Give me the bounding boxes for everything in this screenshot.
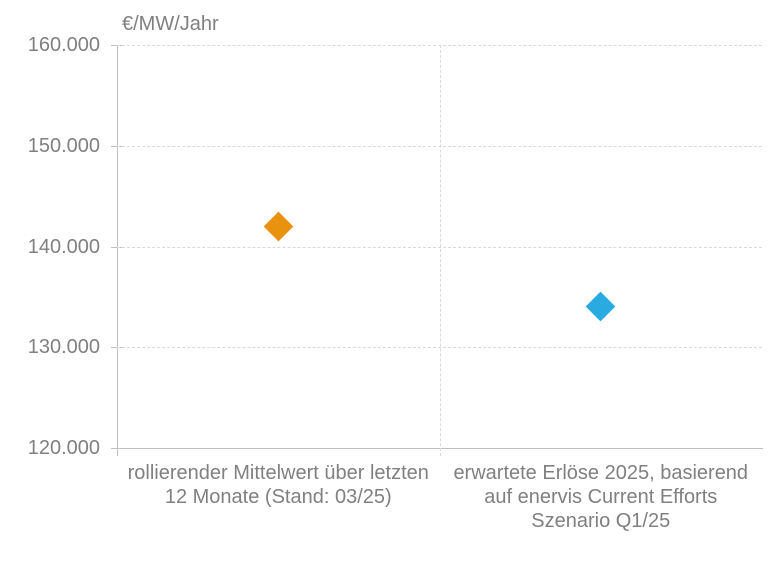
data-point-rolling-average <box>263 211 294 242</box>
y-tick-label: 140.000 <box>27 236 100 258</box>
category-label: auf enervis Current Efforts <box>484 486 718 508</box>
y-gridline <box>117 146 762 147</box>
y-gridline <box>117 45 762 46</box>
y-gridline <box>117 247 762 248</box>
y-axis-tick <box>111 448 123 449</box>
data-point-expected-revenue-2025 <box>585 292 616 322</box>
y-axis-line <box>117 45 118 456</box>
y-gridline <box>117 347 762 348</box>
y-tick-label: 150.000 <box>27 135 100 157</box>
y-tick-label: 120.000 <box>27 437 100 459</box>
category-label: Szenario Q1/25 <box>531 510 671 532</box>
y-tick-label: 130.000 <box>27 336 100 358</box>
y-tick-label: 160.000 <box>27 34 100 56</box>
chart-title: €/MW/Jahr <box>122 13 219 35</box>
category-label: 12 Monate (Stand: 03/25) <box>164 486 392 508</box>
category-separator-line <box>440 45 441 456</box>
category-label: erwartete Erlöse 2025, basierend <box>453 462 749 484</box>
category-label: rollierender Mittelwert über letzten <box>127 462 429 484</box>
